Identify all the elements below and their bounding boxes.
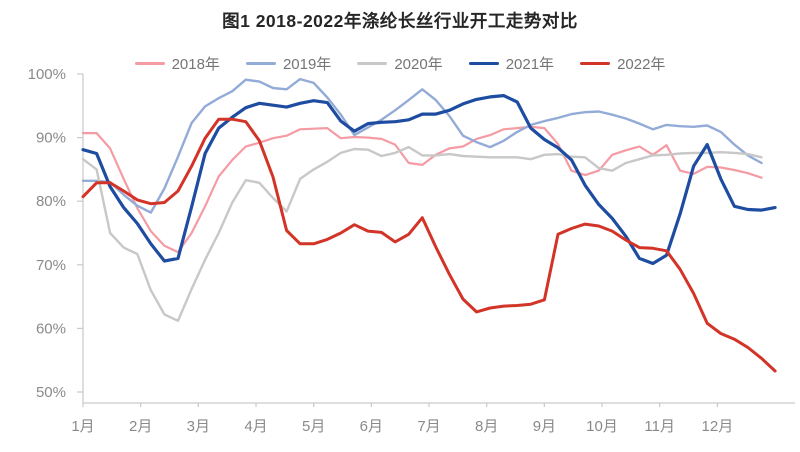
x-axis-label: 12月 [702,418,734,435]
x-axis-label: 6月 [360,418,383,435]
y-axis-label: 70% [36,257,66,274]
x-axis-label: 4月 [244,418,267,435]
y-axis-label: 80% [36,193,66,210]
series-line-2018 [81,125,763,254]
legend-swatch-2022 [580,61,611,66]
x-axis-label: 9月 [533,418,556,435]
legend-swatch-2020 [357,62,388,65]
y-axis-label: 60% [36,320,66,337]
x-axis-label: 5月 [302,418,325,435]
x-axis-label: 2月 [129,418,152,435]
series-line-2019 [81,77,763,214]
y-axis-label: 90% [36,130,66,147]
legend-item-2020: 2020年 [357,53,443,74]
x-axis-label: 7月 [417,418,440,435]
chart-legend: 2018年 2019年 2020年 2021年 2022年 [0,53,800,74]
series-line-2020 [81,145,763,322]
legend-item-2022: 2022年 [580,53,665,74]
series-line-2022 [81,117,777,373]
legend-label: 2021年 [505,56,555,73]
x-axis-label: 11月 [644,418,675,435]
series-line-2021 [81,93,777,266]
x-axis-label: 10月 [586,418,618,435]
legend-swatch-2021 [468,61,499,66]
legend-item-2019: 2019年 [245,53,332,74]
chart-title: 图1 2018-2022年涤纶长丝行业开工走势对比 [222,11,578,31]
legend-item-2021: 2021年 [468,53,555,74]
legend-label: 2018年 [171,56,220,73]
y-axis-label: 50% [36,384,66,401]
legend-label: 2019年 [282,56,332,73]
legend-swatch-2018 [134,62,165,65]
legend-label: 2020年 [394,56,443,73]
legend-item-2018: 2018年 [134,53,220,74]
legend-swatch-2019 [245,62,276,65]
x-axis-label: 3月 [187,418,210,435]
y-axis-label: 100% [28,66,66,83]
x-axis-label: 1月 [71,418,94,435]
x-axis-label: 8月 [475,418,498,435]
legend-label: 2022年 [617,56,666,73]
